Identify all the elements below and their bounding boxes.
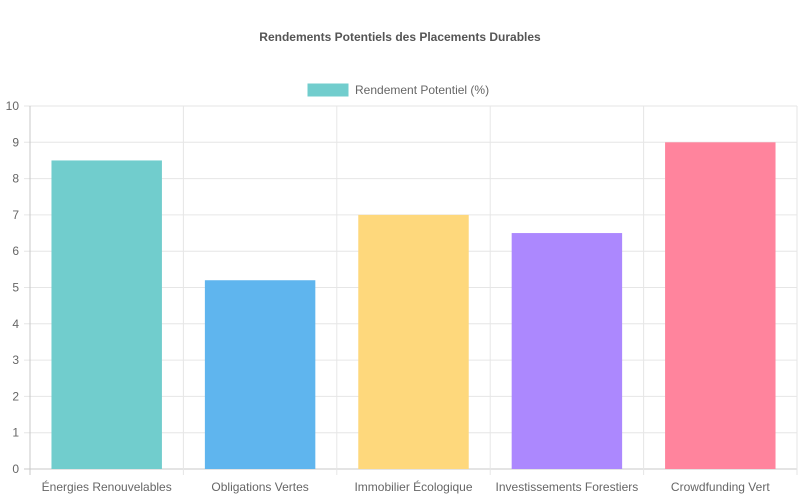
y-tick-label: 0 — [12, 462, 19, 476]
bar[interactable] — [665, 142, 776, 470]
x-category-label: Crowdfunding Vert — [671, 480, 770, 494]
y-tick-label: 8 — [12, 172, 19, 186]
y-axis-ticks: 0 1 2 3 4 5 6 7 8 9 10 — [6, 99, 20, 476]
y-tick-label: 1 — [12, 426, 19, 440]
chart-title: Rendements Potentiels des Placements Dur… — [259, 30, 541, 44]
y-tick-label: 9 — [12, 135, 19, 149]
bar[interactable] — [358, 214, 469, 469]
x-axis-categories: Énergies Renouvelables Obligations Vertes… — [42, 479, 771, 494]
x-category-label: Investissements Forestiers — [496, 480, 639, 494]
legend-swatch — [307, 83, 349, 97]
y-tick-label: 7 — [12, 208, 19, 222]
y-tick-label: 2 — [12, 389, 19, 403]
y-tick-label: 6 — [12, 244, 19, 258]
bar[interactable] — [511, 233, 623, 469]
y-tick-label: 10 — [6, 99, 20, 113]
legend-label: Rendement Potentiel (%) — [355, 83, 489, 97]
bar[interactable] — [51, 160, 162, 469]
legend[interactable]: Rendement Potentiel (%) — [307, 83, 489, 97]
y-tick-label: 5 — [12, 281, 19, 295]
x-category-label: Énergies Renouvelables — [42, 479, 172, 494]
bar[interactable] — [204, 280, 316, 469]
y-tick-label: 4 — [12, 317, 19, 331]
x-category-label: Immobilier Écologique — [354, 479, 472, 494]
y-tick-label: 3 — [12, 353, 19, 367]
x-category-label: Obligations Vertes — [211, 480, 308, 494]
bars — [51, 142, 776, 470]
